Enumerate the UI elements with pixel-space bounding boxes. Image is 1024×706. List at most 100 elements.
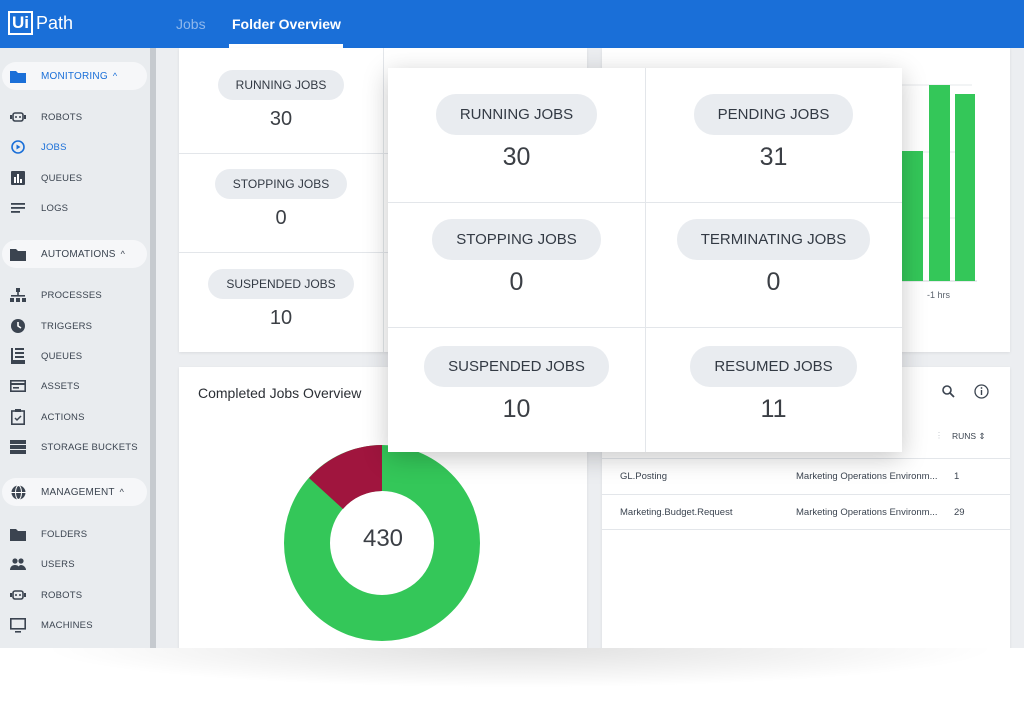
window-shadow	[40, 648, 1000, 688]
folder-icon	[10, 246, 26, 262]
sidebar-group-label: MONITORING	[41, 70, 108, 82]
bar	[955, 94, 975, 281]
hierarchy-icon	[10, 287, 26, 303]
completed-jobs-total: 430	[362, 525, 404, 552]
suspended-jobs-count: 10	[502, 395, 531, 423]
chevron-up-icon: ^	[120, 249, 125, 259]
stopping-jobs-label[interactable]: STOPPING JOBS	[432, 219, 601, 260]
process-name: Marketing.Budget.Request	[620, 507, 733, 518]
logo-path-text: Path	[36, 12, 74, 33]
suspended-jobs-tile: SUSPENDED JOBS 10	[388, 320, 645, 448]
terminating-jobs-tile: TERMINATING JOBS 0	[645, 193, 902, 321]
donut-faulted-segment	[309, 445, 382, 509]
running-jobs-label[interactable]: RUNNING JOBS	[217, 70, 345, 100]
uipath-logo[interactable]: Ui Path	[8, 10, 73, 36]
card-divider	[179, 252, 587, 253]
sidebar-item-label: ROBOTS	[41, 589, 83, 601]
assets-icon	[10, 378, 26, 394]
sidebar-group-monitoring[interactable]: MONITORING ^	[2, 62, 147, 90]
sidebar-group-label: AUTOMATIONS	[41, 248, 116, 260]
sidebar-item-label: FOLDERS	[41, 528, 88, 540]
clipboard-icon	[10, 409, 26, 425]
process-environment: Marketing Operations Environm...	[796, 507, 938, 518]
resumed-jobs-label[interactable]: RESUMED JOBS	[690, 346, 857, 387]
folder-icon	[10, 68, 26, 84]
chevron-up-icon: ^	[119, 487, 124, 497]
x-tick-label: -1 hrs	[927, 290, 951, 300]
terminating-jobs-label[interactable]: TERMINATING JOBS	[676, 219, 871, 260]
sidebar-item-queues[interactable]: QUEUES	[10, 166, 82, 190]
resumed-jobs-count: 11	[760, 395, 787, 423]
runs-column-header[interactable]: RUNS ⇕	[952, 431, 986, 442]
sidebar-item-label: ACTIONS	[41, 411, 85, 423]
lines-icon	[10, 200, 26, 216]
sidebar-item-robots-management[interactable]: ROBOTS	[10, 583, 82, 607]
play-circle-icon	[10, 139, 26, 155]
sidebar-item-triggers[interactable]: TRIGGERS	[10, 314, 92, 338]
stopping-jobs-cell: STOPPING JOBS 0	[179, 169, 383, 230]
top-bar: Ui Path Jobs Folder Overview	[0, 0, 1024, 48]
monitor-icon	[10, 617, 26, 633]
bar-chart-icon	[10, 170, 26, 186]
suspended-jobs-cell: SUSPENDED JOBS 10	[179, 269, 383, 330]
sidebar-item-machines[interactable]: MACHINES	[10, 613, 93, 637]
stopping-jobs-label[interactable]: STOPPING JOBS	[214, 169, 348, 199]
queue-icon	[10, 348, 26, 364]
drag-handle-icon[interactable]: ⋮	[935, 431, 943, 440]
clock-icon	[10, 318, 26, 334]
suspended-jobs-count: 10	[269, 307, 293, 329]
info-icon[interactable]	[974, 384, 989, 404]
sidebar-item-jobs[interactable]: JOBS	[10, 135, 67, 159]
suspended-jobs-label[interactable]: SUSPENDED JOBS	[208, 269, 354, 299]
logo-ui-text: Ui	[8, 11, 33, 35]
pending-jobs-label[interactable]: PENDING JOBS	[693, 94, 854, 135]
search-icon[interactable]	[942, 385, 955, 401]
sidebar-item-label: STORAGE BUCKETS	[41, 441, 138, 453]
process-runs: 29	[954, 507, 965, 518]
sidebar-item-folders[interactable]: FOLDERS	[10, 522, 87, 546]
running-jobs-tile: RUNNING JOBS 30	[388, 68, 645, 196]
table-row[interactable]: GL.Posting Marketing Operations Environm…	[602, 458, 1010, 494]
process-name: GL.Posting	[620, 471, 667, 482]
tab-folder-overview[interactable]: Folder Overview	[232, 16, 341, 32]
sidebar-item-assets[interactable]: ASSETS	[10, 374, 80, 398]
suspended-jobs-label[interactable]: SUSPENDED JOBS	[424, 346, 609, 387]
sort-icon: ⇕	[978, 431, 986, 441]
table-row[interactable]: Marketing.Budget.Request Marketing Opera…	[602, 494, 1010, 530]
sidebar-item-queues-automation[interactable]: QUEUES	[10, 344, 82, 368]
sidebar-group-management[interactable]: MANAGEMENT ^	[2, 478, 147, 506]
sidebar-item-label: PROCESSES	[41, 289, 102, 301]
bar	[929, 85, 950, 281]
jobs-history-chart	[902, 84, 977, 282]
storage-icon	[10, 439, 26, 455]
tab-jobs[interactable]: Jobs	[176, 16, 206, 32]
stopping-jobs-count: 0	[509, 268, 524, 296]
runs-header-label: RUNS	[952, 431, 977, 441]
bar	[902, 151, 923, 281]
sidebar-item-label: ROBOTS	[41, 111, 83, 123]
users-icon	[10, 556, 26, 572]
sidebar-group-automations[interactable]: AUTOMATIONS ^	[2, 240, 147, 268]
sidebar-group-label: MANAGEMENT	[41, 486, 115, 498]
app-window: Ui Path Jobs Folder Overview MONITORING …	[0, 0, 1024, 648]
sidebar-item-label: MACHINES	[41, 619, 93, 631]
panel-divider	[388, 202, 902, 203]
stopping-jobs-count: 0	[275, 207, 287, 229]
sidebar-item-logs[interactable]: LOGS	[10, 196, 68, 220]
sidebar: MONITORING ^ ROBOTS JOBS QUEUES LOGS AUT…	[0, 48, 156, 648]
stopping-jobs-tile: STOPPING JOBS 0	[388, 193, 645, 321]
sidebar-item-storage-buckets[interactable]: STORAGE BUCKETS	[10, 435, 138, 459]
robot-icon	[10, 587, 26, 603]
sidebar-item-robots[interactable]: ROBOTS	[10, 105, 82, 129]
running-jobs-label[interactable]: RUNNING JOBS	[435, 94, 598, 135]
sidebar-item-actions[interactable]: ACTIONS	[10, 405, 85, 429]
panel-divider	[388, 327, 902, 328]
sidebar-item-processes[interactable]: PROCESSES	[10, 283, 102, 307]
card-divider	[383, 48, 384, 352]
sidebar-item-users[interactable]: USERS	[10, 552, 75, 576]
process-runs: 1	[954, 471, 960, 482]
panel-divider	[645, 68, 646, 452]
sidebar-item-label: LOGS	[41, 202, 69, 214]
globe-icon	[10, 484, 26, 500]
completed-jobs-donut	[284, 445, 480, 641]
